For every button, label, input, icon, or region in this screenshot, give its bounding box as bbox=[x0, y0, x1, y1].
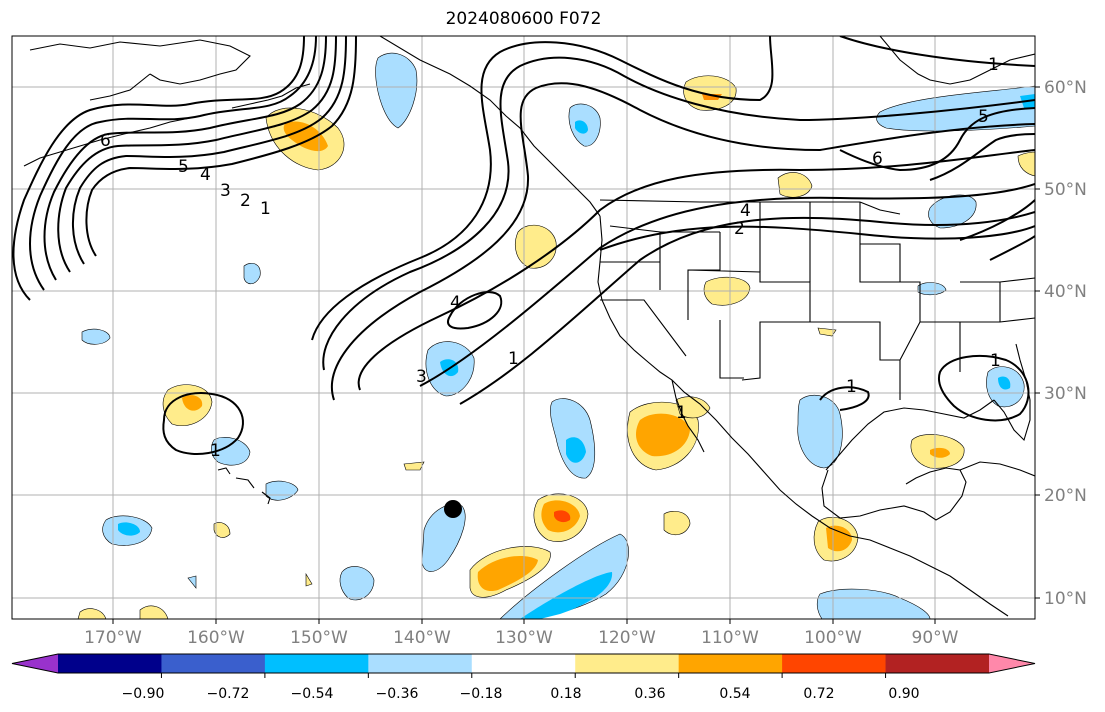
lat-label: 20°N bbox=[1044, 486, 1087, 506]
map-title: 2024080600 F072 bbox=[445, 9, 602, 29]
colorbar-outline bbox=[11, 653, 1036, 674]
contour-label: 4 bbox=[450, 293, 461, 313]
coastlines bbox=[23, 36, 1035, 617]
colorbar-tick-label: 0.54 bbox=[719, 686, 750, 702]
colorbar-segment bbox=[368, 654, 473, 673]
colorbar-tick-label: −0.72 bbox=[207, 686, 250, 702]
contour-labels: 6 5 4 3 2 1 1 4 2 4 3 1 6 5 1 1 1 1 bbox=[100, 55, 1001, 461]
colorbar-segment bbox=[885, 654, 990, 673]
contour-label: 3 bbox=[416, 367, 427, 387]
contour-label: 1 bbox=[210, 441, 221, 461]
contour-label: 1 bbox=[676, 403, 687, 423]
lat-axis bbox=[1035, 86, 1040, 599]
lon-label: 130°W bbox=[495, 628, 553, 648]
lon-label: 150°W bbox=[290, 628, 348, 648]
lat-label: 30°N bbox=[1044, 384, 1087, 404]
lon-label: 100°W bbox=[804, 628, 862, 648]
contour-label: 1 bbox=[508, 349, 519, 369]
contour-label: 1 bbox=[988, 55, 999, 75]
colorbar bbox=[11, 653, 1036, 678]
contour-label: 6 bbox=[872, 149, 883, 169]
colorbar-segment bbox=[471, 654, 576, 673]
colorbar-tick-label: 0.72 bbox=[803, 686, 834, 702]
contour-label: 3 bbox=[220, 181, 231, 201]
lon-label: 160°W bbox=[187, 628, 245, 648]
lon-axis bbox=[112, 619, 936, 624]
colorbar-tick-label: −0.36 bbox=[376, 686, 419, 702]
colorbar-segment bbox=[575, 654, 680, 673]
lat-label: 60°N bbox=[1044, 78, 1087, 98]
colorbar-segment bbox=[58, 654, 162, 673]
colorbar-segment bbox=[161, 654, 266, 673]
contour-label: 2 bbox=[734, 219, 745, 239]
colorbar-extend-low bbox=[12, 654, 58, 673]
lon-labels: 170°W 160°W 150°W 140°W 130°W 120°W 110°… bbox=[84, 628, 959, 648]
colorbar-segment bbox=[678, 654, 783, 673]
contour-label: 1 bbox=[260, 199, 271, 219]
contour-label: 2 bbox=[240, 191, 251, 211]
lat-labels: 60°N 50°N 40°N 30°N 20°N 10°N bbox=[1044, 78, 1087, 609]
storm-center-marker bbox=[444, 500, 462, 518]
colorbar-extend-high bbox=[989, 654, 1035, 673]
colorbar-segment bbox=[264, 654, 369, 673]
contour-label: 5 bbox=[978, 107, 989, 127]
colorbar-tick-label: 0.36 bbox=[634, 686, 665, 702]
lon-label: 170°W bbox=[84, 628, 142, 648]
lon-label: 140°W bbox=[393, 628, 451, 648]
colorbar-tick-label: 0.18 bbox=[550, 686, 581, 702]
contour-label: 5 bbox=[178, 157, 189, 177]
colorbar-tick-label: −0.54 bbox=[291, 686, 334, 702]
lon-label: 110°W bbox=[701, 628, 759, 648]
lat-label: 10°N bbox=[1044, 589, 1087, 609]
contour-label: 4 bbox=[200, 165, 211, 185]
colorbar-segment bbox=[782, 654, 887, 673]
colorbar-tick-label: −0.90 bbox=[122, 686, 165, 702]
contour-label: 1 bbox=[846, 377, 857, 397]
lat-label: 40°N bbox=[1044, 282, 1087, 302]
contour-label: 6 bbox=[100, 131, 111, 151]
colorbar-tick-label: −0.18 bbox=[460, 686, 503, 702]
colorbar-labels: −0.90 −0.72 −0.54 −0.36 −0.18 0.18 0.36 … bbox=[122, 686, 920, 702]
contour-label: 4 bbox=[740, 201, 751, 221]
lon-label: 120°W bbox=[598, 628, 656, 648]
contour-label: 1 bbox=[990, 351, 1001, 371]
colorbar-tick-label: 0.90 bbox=[888, 686, 919, 702]
contour-lines bbox=[12, 36, 1035, 455]
lat-label: 50°N bbox=[1044, 180, 1087, 200]
lon-label: 90°W bbox=[912, 628, 959, 648]
